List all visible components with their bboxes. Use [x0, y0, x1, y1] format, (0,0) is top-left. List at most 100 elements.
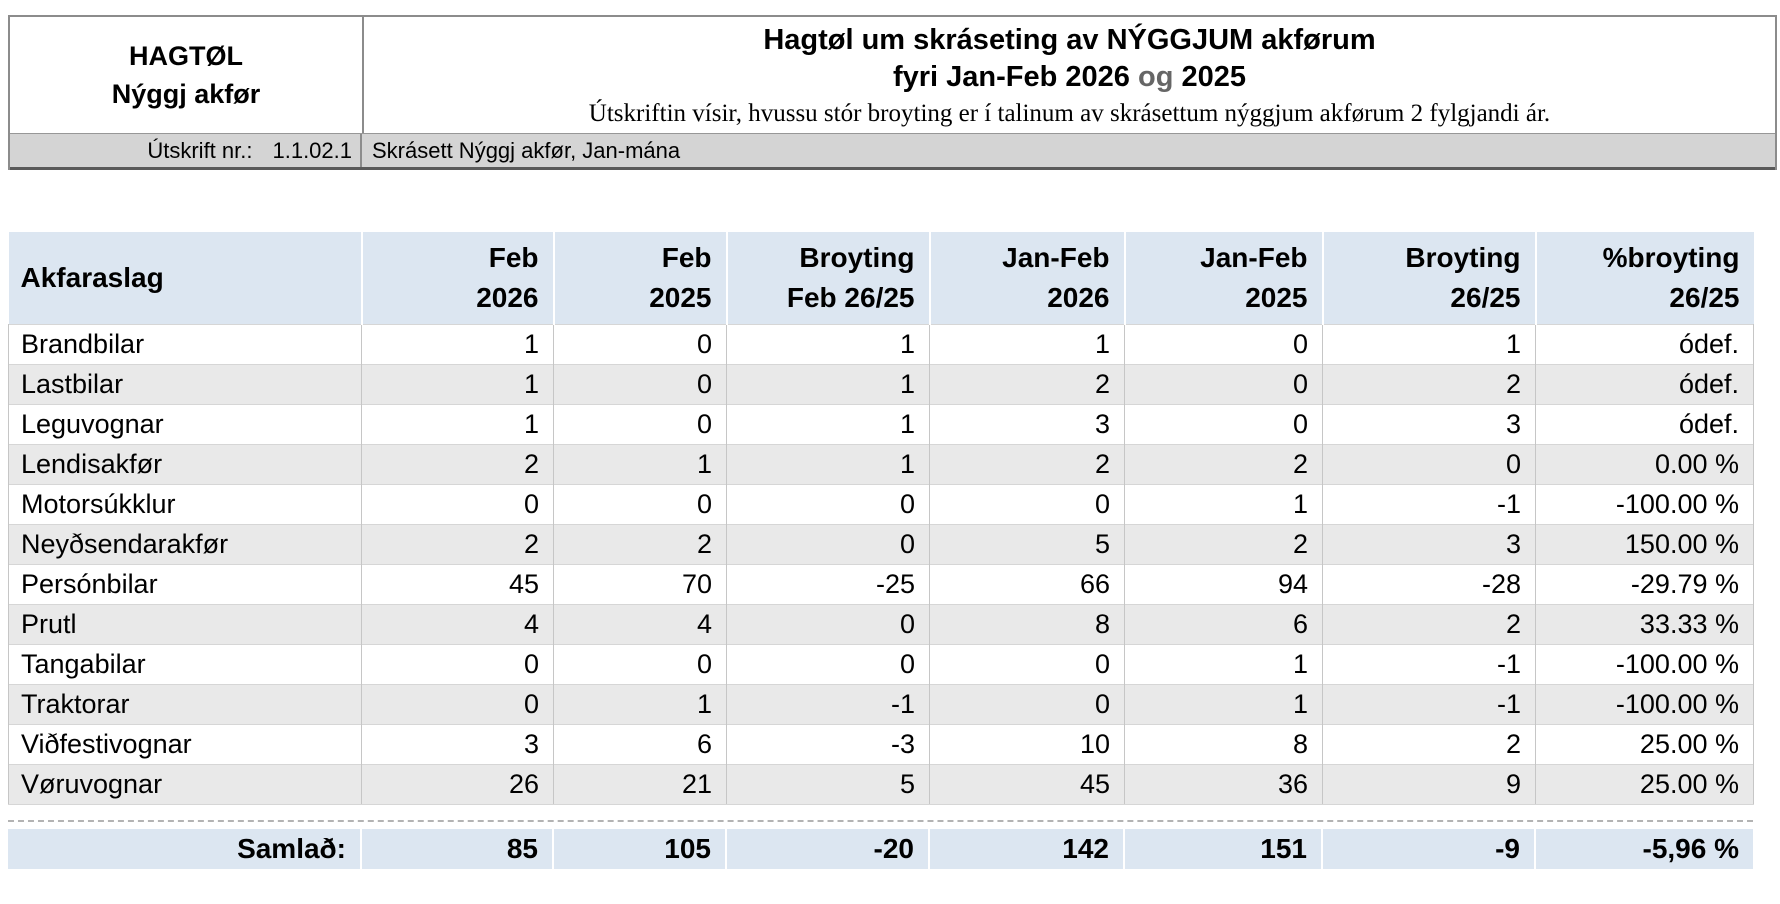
value-cell: 9 — [1322, 764, 1536, 805]
value-cell: 0.00 % — [1535, 444, 1754, 485]
value-cell: -100.00 % — [1535, 644, 1754, 685]
print-number-value: 1.1.02.1 — [272, 137, 352, 163]
value-cell: 1 — [553, 444, 727, 485]
total-value: -5,96 % — [1534, 829, 1753, 869]
total-row: Samlað: 85 105 -20 142 151 -9 -5,96 % — [8, 829, 1753, 869]
value-cell: 1 — [361, 364, 554, 405]
print-number-cell: Útskrift nr.: 1.1.02.1 — [10, 134, 362, 167]
table-row-brandbilar: Brandbilar 1 0 1 1 0 1 ódef. — [8, 324, 1754, 365]
value-cell: -3 — [726, 724, 930, 765]
column-header-line2: 2026 — [476, 282, 539, 313]
value-cell: 45 — [929, 764, 1125, 805]
value-cell: -25 — [726, 564, 930, 605]
value-cell: 66 — [929, 564, 1125, 605]
value-cell: 25.00 % — [1535, 724, 1754, 765]
column-header-broyting: Broyting 26/25 — [1321, 232, 1536, 325]
value-cell: 1 — [1322, 324, 1536, 365]
value-cell: 2 — [1124, 524, 1323, 565]
value-cell: 5 — [929, 524, 1125, 565]
value-cell: 0 — [929, 644, 1125, 685]
total-value: -9 — [1321, 829, 1535, 869]
value-cell: 4 — [553, 604, 727, 645]
column-header-line1: Jan-Feb — [1200, 242, 1308, 273]
value-cell: 8 — [929, 604, 1125, 645]
column-header-line2: 2025 — [649, 282, 712, 313]
value-cell: 0 — [726, 644, 930, 685]
column-header-jan-feb: Jan-Feb 2025 — [1123, 232, 1323, 325]
report-header-main: HAGTØL Nýggj akfør Hagtøl um skráseting … — [10, 17, 1775, 133]
table-row-v-ruvognar: Vøruvognar 26 21 5 45 36 9 25.00 % — [8, 764, 1754, 805]
value-cell: 1 — [1124, 684, 1323, 725]
value-cell: 1 — [726, 404, 930, 445]
value-cell: 94 — [1124, 564, 1323, 605]
value-cell: ódef. — [1535, 364, 1754, 405]
value-cell: 0 — [1322, 444, 1536, 485]
column-header-line1: Feb — [661, 242, 712, 273]
value-cell: 26 — [361, 764, 554, 805]
stats-table: Akfaraslag Feb 2026 Feb 2025 Broyting Feb 26/2… — [8, 232, 1754, 805]
table-row-pers-nbilar: Persónbilar 45 70 -25 66 94 -28 -29.79 % — [8, 564, 1754, 605]
report-subject: Skrásett Nýggj akfør, Jan-mána — [372, 137, 681, 163]
value-cell: 2 — [929, 364, 1125, 405]
value-cell: 0 — [726, 484, 930, 525]
value-cell: 1 — [361, 324, 554, 365]
value-cell: 2 — [929, 444, 1125, 485]
value-cell: 1 — [361, 404, 554, 445]
value-cell: 45 — [361, 564, 554, 605]
value-cell: ódef. — [1535, 404, 1754, 445]
value-cell: -1 — [1322, 684, 1536, 725]
period-suffix: 2025 — [1173, 61, 1246, 93]
column-header-feb: Feb 2025 — [552, 232, 727, 325]
total-table: Samlað: 85 105 -20 142 151 -9 -5,96 % — [8, 829, 1753, 869]
value-cell: 10 — [929, 724, 1125, 765]
category-cell: Motorsúkklur — [8, 484, 362, 525]
column-header-line1: Jan-Feb — [1002, 242, 1110, 273]
category-cell: Lendisakfør — [8, 444, 362, 485]
value-cell: 0 — [726, 604, 930, 645]
column-header-line1: Broyting — [799, 242, 915, 273]
value-cell: 1 — [1124, 484, 1323, 525]
value-cell: 3 — [1322, 404, 1536, 445]
period-prefix: fyri Jan-Feb 2026 — [892, 61, 1138, 93]
category-cell: Neyðsendarakfør — [8, 524, 362, 565]
total-value: 85 — [360, 829, 553, 869]
dashed-separator — [8, 820, 1753, 822]
column-header-line2: Feb 26/25 — [786, 282, 915, 313]
value-cell: 150.00 % — [1535, 524, 1754, 565]
org-cell: HAGTØL Nýggj akfør — [10, 17, 364, 133]
column-header-feb: Feb 2026 — [360, 232, 554, 325]
value-cell: 70 — [553, 564, 727, 605]
value-cell: 2 — [1322, 364, 1536, 405]
stats-table-head: Akfaraslag Feb 2026 Feb 2025 Broyting Feb 26/2… — [8, 232, 1754, 325]
total-label: Samlað: — [8, 829, 361, 869]
total-value: 151 — [1123, 829, 1322, 869]
category-cell: Vøruvognar — [8, 764, 362, 805]
value-cell: 0 — [929, 684, 1125, 725]
value-cell: 36 — [1124, 764, 1323, 805]
period-og: og — [1137, 61, 1174, 93]
print-info-bar: Útskrift nr.: 1.1.02.1 Skrásett Nýggj ak… — [10, 133, 1775, 170]
value-cell: 2 — [1124, 444, 1323, 485]
value-cell: 0 — [361, 644, 554, 685]
category-cell: Tangabilar — [8, 644, 362, 685]
value-cell: 1 — [929, 324, 1125, 365]
total-value: 142 — [928, 829, 1124, 869]
table-row-motors-kklur: Motorsúkklur 0 0 0 0 1 -1 -100.00 % — [8, 484, 1754, 525]
total-value: -20 — [725, 829, 929, 869]
column-header-line1: %broyting — [1602, 242, 1740, 273]
table-row-traktorar: Traktorar 0 1 -1 0 1 -1 -100.00 % — [8, 684, 1754, 725]
value-cell: 2 — [361, 444, 554, 485]
value-cell: ódef. — [1535, 324, 1754, 365]
table-row-tangabilar: Tangabilar 0 0 0 0 1 -1 -100.00 % — [8, 644, 1754, 685]
table-row-lendisakf-r: Lendisakfør 2 1 1 2 2 0 0.00 % — [8, 444, 1754, 485]
value-cell: 0 — [361, 684, 554, 725]
category-cell: Traktorar — [8, 684, 362, 725]
table-row-vi-festivognar: Viðfestivognar 3 6 -3 10 8 2 25.00 % — [8, 724, 1754, 765]
column-header-line1: Broyting — [1405, 242, 1521, 273]
column-header-akfaraslag: Akfaraslag — [8, 232, 362, 325]
value-cell: -100.00 % — [1535, 684, 1754, 725]
table-row-lastbilar: Lastbilar 1 0 1 2 0 2 ódef. — [8, 364, 1754, 405]
value-cell: 0 — [1124, 404, 1323, 445]
category-cell: Lastbilar — [8, 364, 362, 405]
org-subtitle: Nýggj akfør — [111, 79, 261, 109]
